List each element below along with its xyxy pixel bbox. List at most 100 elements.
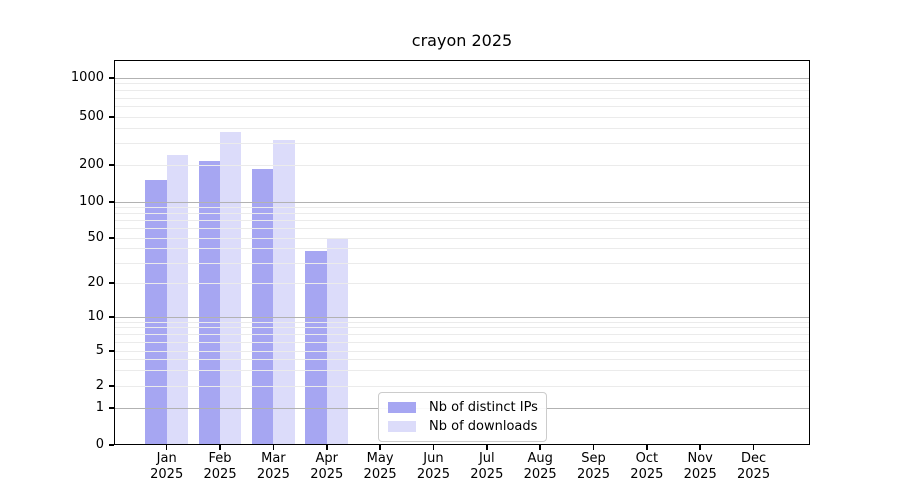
x-tick-label: Sep 2025 — [554, 451, 634, 483]
x-tick-month: Dec — [740, 451, 767, 466]
minor-gridline — [114, 164, 810, 166]
x-tick-year: 2025 — [576, 467, 611, 482]
x-tick-year: 2025 — [256, 467, 290, 482]
y-tick-mark — [109, 201, 114, 203]
x-tick-month: Jan — [156, 451, 177, 466]
x-tick-year: 2025 — [683, 467, 717, 482]
y-tick-mark — [109, 444, 114, 446]
y-tick-mark — [109, 316, 114, 318]
x-tick-label: Jun 2025 — [393, 451, 473, 483]
minor-gridline — [114, 370, 810, 371]
x-tick-mark — [592, 445, 595, 450]
y-tick-label: 1000 — [70, 70, 104, 85]
y-tick-label: 20 — [87, 275, 104, 290]
bar-distinct-ips — [145, 180, 167, 445]
legend-item-downloads: Nb of downloads — [388, 417, 537, 436]
y-tick-mark — [109, 407, 114, 409]
major-gridline — [114, 77, 810, 79]
x-tick-label: Aug 2025 — [500, 451, 580, 483]
y-tick-mark — [109, 164, 114, 166]
minor-gridline — [114, 213, 810, 215]
x-tick-label: May 2025 — [340, 451, 420, 483]
bar-downloads — [166, 155, 189, 445]
x-tick-mark — [272, 445, 275, 450]
x-tick-year: 2025 — [150, 467, 184, 482]
x-tick-mark — [486, 445, 488, 450]
x-tick-label: Mar 2025 — [233, 451, 313, 483]
minor-gridline — [114, 262, 810, 264]
y-tick-label: 50 — [87, 230, 104, 245]
x-tick-month: Feb — [208, 451, 232, 466]
bar-distinct-ips — [198, 161, 221, 445]
x-tick-month: Apr — [315, 451, 339, 466]
y-tick-mark — [109, 282, 114, 284]
bar-downloads — [220, 132, 242, 445]
x-tick-year: 2025 — [630, 467, 664, 482]
bar-distinct-ips — [305, 251, 327, 445]
x-tick-label: Apr 2025 — [287, 451, 367, 483]
x-tick-year: 2025 — [470, 467, 504, 482]
minor-gridline — [114, 282, 810, 284]
minor-gridline — [114, 333, 810, 335]
x-tick-mark — [699, 445, 701, 450]
minor-gridline — [114, 359, 810, 361]
x-tick-year: 2025 — [416, 467, 450, 482]
minor-gridline — [114, 83, 810, 85]
minor-gridline — [114, 228, 810, 230]
minor-gridline — [114, 385, 810, 387]
minor-gridline — [114, 327, 810, 329]
minor-gridline — [114, 350, 810, 352]
x-tick-mark — [752, 445, 755, 450]
x-tick-label: Jan 2025 — [127, 451, 207, 483]
minor-gridline — [114, 237, 810, 239]
x-tick-mark — [165, 445, 168, 450]
x-tick-month: Oct — [635, 451, 659, 466]
x-tick-mark — [432, 445, 435, 450]
x-tick-label: Oct 2025 — [607, 451, 687, 483]
minor-gridline — [114, 128, 810, 130]
x-tick-month: Sep — [581, 451, 606, 466]
y-tick-label: 10 — [87, 309, 104, 324]
x-tick-month: Nov — [687, 451, 713, 466]
x-tick-mark — [219, 445, 221, 450]
x-tick-month: May — [366, 451, 394, 466]
x-tick-year: 2025 — [523, 467, 557, 482]
minor-gridline — [114, 106, 810, 108]
minor-gridline — [114, 116, 810, 118]
legend-item-distinct-ips: Nb of distinct IPs — [388, 398, 538, 417]
x-tick-month: Aug — [527, 451, 553, 466]
x-tick-month: Jul — [478, 451, 495, 466]
x-tick-mark — [539, 445, 541, 450]
x-tick-year: 2025 — [363, 467, 397, 482]
legend-label-downloads: Nb of downloads — [429, 419, 538, 434]
minor-gridline — [114, 341, 810, 343]
bar-distinct-ips — [252, 169, 274, 445]
bar-downloads — [273, 140, 295, 445]
y-tick-label: 100 — [79, 194, 104, 209]
minor-gridline — [114, 206, 810, 208]
major-gridline — [114, 316, 810, 318]
y-tick-mark — [109, 385, 114, 387]
y-tick-mark — [109, 116, 114, 118]
y-tick-mark — [109, 77, 114, 79]
minor-gridline — [114, 143, 810, 145]
y-tick-label: 500 — [79, 109, 104, 124]
x-tick-year: 2025 — [310, 467, 344, 482]
legend: Nb of distinct IPs Nb of downloads — [378, 392, 547, 442]
legend-swatch-distinct-ips — [388, 402, 416, 413]
y-tick-label: 200 — [79, 157, 104, 172]
minor-gridline — [114, 248, 810, 250]
x-tick-mark — [379, 445, 381, 450]
x-tick-label: Jul 2025 — [447, 451, 527, 483]
x-tick-year: 2025 — [737, 467, 771, 482]
x-tick-mark — [646, 445, 648, 450]
minor-gridline — [114, 90, 810, 92]
y-tick-label: 1 — [95, 400, 104, 415]
x-tick-month: Mar — [261, 451, 286, 466]
major-gridline — [114, 201, 810, 203]
y-tick-mark — [109, 350, 114, 352]
y-tick-label: 0 — [95, 437, 104, 452]
y-tick-mark — [109, 237, 114, 239]
x-tick-year: 2025 — [203, 467, 237, 482]
